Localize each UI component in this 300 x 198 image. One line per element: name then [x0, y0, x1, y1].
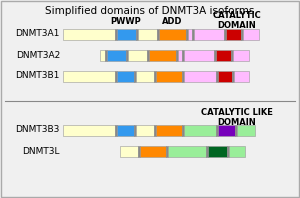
Bar: [206, 146, 208, 156]
Bar: [229, 146, 245, 156]
Bar: [115, 29, 117, 39]
Text: DNMT3L: DNMT3L: [22, 147, 60, 155]
Text: CATALYTIC LIKE
DOMAIN: CATALYTIC LIKE DOMAIN: [201, 108, 273, 127]
Text: DNMT3B3: DNMT3B3: [16, 126, 60, 134]
Bar: [216, 125, 218, 135]
Bar: [182, 125, 184, 135]
Bar: [115, 70, 117, 82]
Text: DNMT3A1: DNMT3A1: [16, 30, 60, 38]
Bar: [140, 146, 166, 156]
Bar: [186, 29, 188, 39]
Bar: [227, 146, 229, 156]
Bar: [218, 125, 235, 135]
Bar: [224, 29, 226, 39]
Bar: [182, 50, 184, 61]
Bar: [231, 50, 233, 61]
Bar: [237, 125, 255, 135]
Bar: [216, 50, 231, 61]
Bar: [154, 70, 156, 82]
Bar: [226, 29, 241, 39]
Bar: [115, 125, 117, 135]
Bar: [136, 70, 154, 82]
Bar: [100, 50, 105, 61]
Bar: [117, 70, 134, 82]
Bar: [126, 50, 128, 61]
Bar: [134, 70, 136, 82]
Bar: [156, 125, 182, 135]
Bar: [63, 29, 115, 39]
Bar: [117, 29, 136, 39]
Bar: [128, 50, 147, 61]
Bar: [184, 70, 216, 82]
Text: DNMT3A2: DNMT3A2: [16, 50, 60, 60]
Bar: [138, 146, 140, 156]
Bar: [166, 146, 168, 156]
Bar: [149, 50, 176, 61]
Bar: [136, 125, 154, 135]
Bar: [120, 146, 138, 156]
Bar: [241, 29, 243, 39]
Bar: [194, 29, 224, 39]
Bar: [154, 125, 156, 135]
Bar: [168, 146, 206, 156]
Bar: [243, 29, 259, 39]
Bar: [235, 125, 237, 135]
Bar: [63, 70, 115, 82]
Text: Simplified domains of DNMT3A isoforms: Simplified domains of DNMT3A isoforms: [45, 6, 255, 16]
Bar: [107, 50, 126, 61]
Bar: [159, 29, 186, 39]
Bar: [134, 125, 136, 135]
Bar: [218, 70, 232, 82]
Bar: [157, 29, 159, 39]
Bar: [232, 70, 234, 82]
Bar: [138, 29, 157, 39]
Bar: [176, 50, 178, 61]
Bar: [63, 125, 115, 135]
Bar: [233, 50, 249, 61]
Bar: [182, 70, 184, 82]
Bar: [184, 50, 214, 61]
Bar: [216, 70, 218, 82]
Bar: [178, 50, 182, 61]
Bar: [208, 146, 227, 156]
Bar: [184, 125, 216, 135]
Bar: [147, 50, 149, 61]
Bar: [234, 70, 249, 82]
Text: CATALYTIC
DOMAIN: CATALYTIC DOMAIN: [213, 11, 261, 30]
Text: ADD: ADD: [162, 17, 182, 26]
Bar: [136, 29, 138, 39]
Bar: [188, 29, 192, 39]
Bar: [105, 50, 107, 61]
Bar: [117, 125, 134, 135]
Bar: [156, 70, 182, 82]
Bar: [214, 50, 216, 61]
Text: PWWP: PWWP: [111, 17, 141, 26]
Text: DNMT3B1: DNMT3B1: [16, 71, 60, 81]
Bar: [192, 29, 194, 39]
